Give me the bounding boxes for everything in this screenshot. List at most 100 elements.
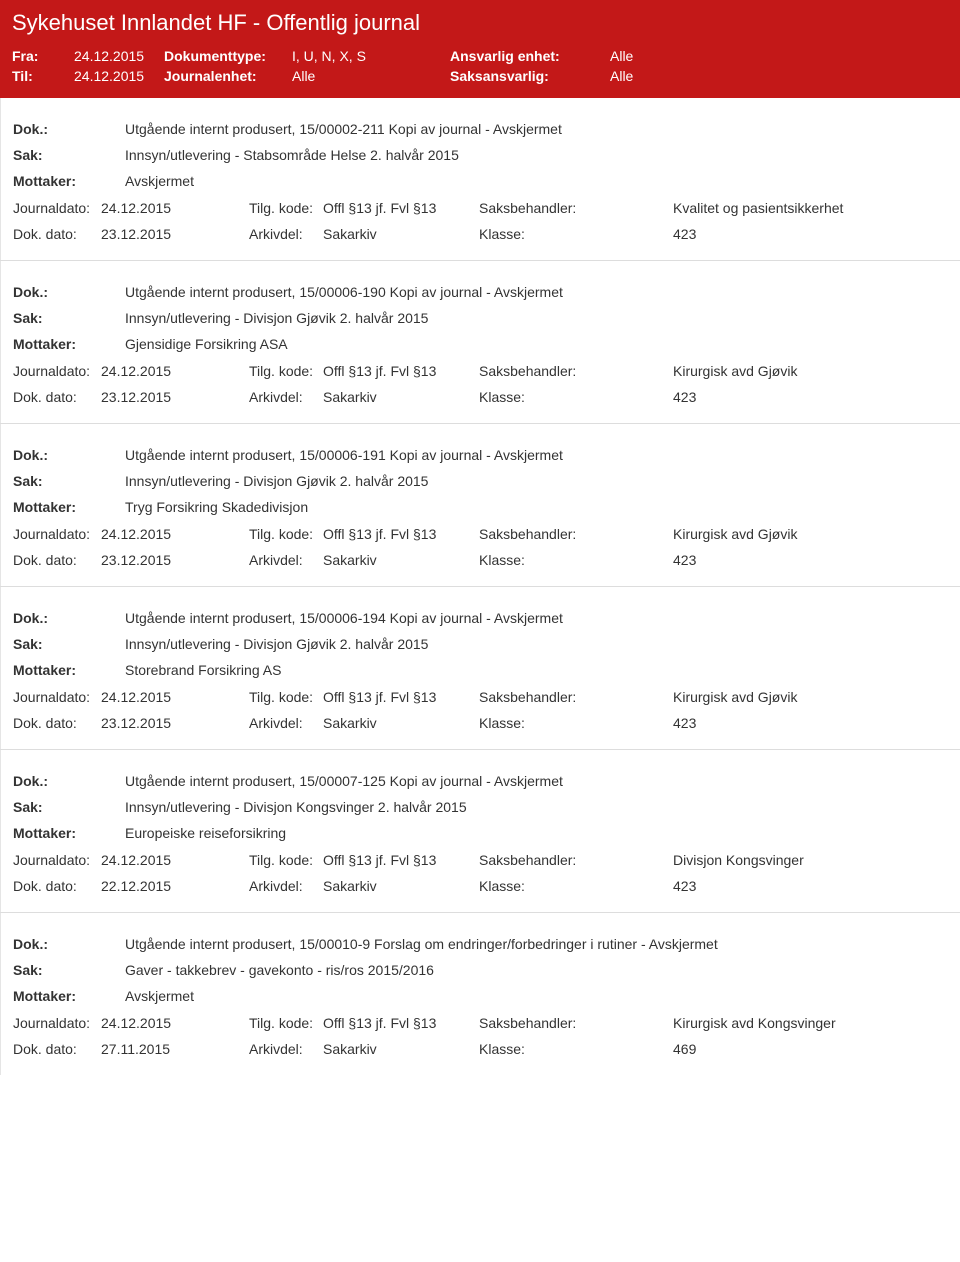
tilgkode-label: Tilg. kode: xyxy=(249,526,323,542)
filter-ansvarlig-label: Ansvarlig enhet: xyxy=(450,48,610,64)
entry-mottaker-value: Avskjermet xyxy=(125,988,194,1004)
dokdato-value: 23.12.2015 xyxy=(101,715,249,731)
saksbehandler-value: Kirurgisk avd Gjøvik xyxy=(673,363,797,379)
klasse-label: Klasse: xyxy=(479,715,593,731)
journaldato-label: Journaldato: xyxy=(13,200,101,216)
filter-doktype-label: Dokumenttype: xyxy=(164,48,292,64)
entry-mottaker-row: Mottaker: Avskjermet xyxy=(13,983,948,1009)
arkivdel-value: Sakarkiv xyxy=(323,1041,479,1057)
journaldato-label: Journaldato: xyxy=(13,689,101,705)
entry-mottaker-label: Mottaker: xyxy=(13,988,125,1004)
arkivdel-label: Arkivdel: xyxy=(249,715,323,731)
filter-fra-value: 24.12.2015 xyxy=(74,48,164,64)
dokdato-value: 23.12.2015 xyxy=(101,389,249,405)
entry-mottaker-row: Mottaker: Europeiske reiseforsikring xyxy=(13,820,948,846)
dokdato-label: Dok. dato: xyxy=(13,878,101,894)
entry-mottaker-label: Mottaker: xyxy=(13,173,125,189)
arkivdel-label: Arkivdel: xyxy=(249,1041,323,1057)
journaldato-label: Journaldato: xyxy=(13,1015,101,1031)
header-filter-row-2: Til: 24.12.2015 Journalenhet: Alle Saksa… xyxy=(12,66,948,86)
arkivdel-value: Sakarkiv xyxy=(323,226,479,242)
entry-mottaker-value: Europeiske reiseforsikring xyxy=(125,825,286,841)
entry-sak-row: Sak: Innsyn/utlevering - Divisjon Gjøvik… xyxy=(13,305,948,331)
klasse-label: Klasse: xyxy=(479,1041,593,1057)
tilgkode-label: Tilg. kode: xyxy=(249,852,323,868)
page-title: Sykehuset Innlandet HF - Offentlig journ… xyxy=(12,10,948,36)
journal-entry: Dok.: Utgående internt produsert, 15/000… xyxy=(0,587,960,749)
dokdato-label: Dok. dato: xyxy=(13,1041,101,1057)
entry-sak-value: Innsyn/utlevering - Divisjon Gjøvik 2. h… xyxy=(125,636,428,652)
journal-entry: Dok.: Utgående internt produsert, 15/000… xyxy=(0,261,960,423)
entry-sak-row: Sak: Innsyn/utlevering - Divisjon Gjøvik… xyxy=(13,468,948,494)
klasse-value: 423 xyxy=(673,389,696,405)
entry-mottaker-row: Mottaker: Tryg Forsikring Skadedivisjon xyxy=(13,494,948,520)
entry-sak-value: Innsyn/utlevering - Divisjon Gjøvik 2. h… xyxy=(125,310,428,326)
entry-meta-row-2: Dok. dato: 27.11.2015 Arkivdel: Sakarkiv… xyxy=(13,1035,948,1061)
arkivdel-label: Arkivdel: xyxy=(249,878,323,894)
page-header: Sykehuset Innlandet HF - Offentlig journ… xyxy=(0,0,960,98)
saksbehandler-value: Kvalitet og pasientsikkerhet xyxy=(673,200,843,216)
journal-entry: Dok.: Utgående internt produsert, 15/000… xyxy=(0,98,960,260)
arkivdel-label: Arkivdel: xyxy=(249,389,323,405)
entry-sak-label: Sak: xyxy=(13,962,125,978)
entry-dok-label: Dok.: xyxy=(13,610,125,626)
dokdato-label: Dok. dato: xyxy=(13,715,101,731)
klasse-label: Klasse: xyxy=(479,878,593,894)
journal-entry: Dok.: Utgående internt produsert, 15/000… xyxy=(0,750,960,912)
entry-dok-row: Dok.: Utgående internt produsert, 15/000… xyxy=(13,279,948,305)
journaldato-value: 24.12.2015 xyxy=(101,363,249,379)
entry-meta-row-2: Dok. dato: 23.12.2015 Arkivdel: Sakarkiv… xyxy=(13,383,948,409)
tilgkode-label: Tilg. kode: xyxy=(249,1015,323,1031)
entry-dok-label: Dok.: xyxy=(13,284,125,300)
entry-dok-value: Utgående internt produsert, 15/00006-190… xyxy=(125,284,563,300)
tilgkode-label: Tilg. kode: xyxy=(249,363,323,379)
dokdato-value: 27.11.2015 xyxy=(101,1041,249,1057)
entry-meta-row-2: Dok. dato: 23.12.2015 Arkivdel: Sakarkiv… xyxy=(13,546,948,572)
filter-fra-label: Fra: xyxy=(12,48,74,64)
entry-dok-row: Dok.: Utgående internt produsert, 15/000… xyxy=(13,931,948,957)
dokdato-value: 23.12.2015 xyxy=(101,226,249,242)
entry-dok-label: Dok.: xyxy=(13,121,125,137)
journaldato-value: 24.12.2015 xyxy=(101,526,249,542)
journaldato-label: Journaldato: xyxy=(13,852,101,868)
entry-dok-row: Dok.: Utgående internt produsert, 15/000… xyxy=(13,442,948,468)
klasse-value: 423 xyxy=(673,878,696,894)
entry-mottaker-value: Tryg Forsikring Skadedivisjon xyxy=(125,499,308,515)
saksbehandler-value: Kirurgisk avd Gjøvik xyxy=(673,689,797,705)
saksbehandler-value: Kirurgisk avd Gjøvik xyxy=(673,526,797,542)
entry-mottaker-label: Mottaker: xyxy=(13,825,125,841)
klasse-label: Klasse: xyxy=(479,226,593,242)
saksbehandler-label: Saksbehandler: xyxy=(479,363,593,379)
arkivdel-value: Sakarkiv xyxy=(323,715,479,731)
entry-mottaker-row: Mottaker: Avskjermet xyxy=(13,168,948,194)
entry-sak-label: Sak: xyxy=(13,799,125,815)
filter-ansvarlig-value: Alle xyxy=(610,48,633,64)
arkivdel-value: Sakarkiv xyxy=(323,552,479,568)
entry-sak-value: Gaver - takkebrev - gavekonto - ris/ros … xyxy=(125,962,434,978)
entry-sak-row: Sak: Innsyn/utlevering - Divisjon Kongsv… xyxy=(13,794,948,820)
entry-meta-row-1: Journaldato: 24.12.2015 Tilg. kode: Offl… xyxy=(13,1009,948,1035)
entry-meta-row-1: Journaldato: 24.12.2015 Tilg. kode: Offl… xyxy=(13,683,948,709)
entry-dok-value: Utgående internt produsert, 15/00006-191… xyxy=(125,447,563,463)
journaldato-label: Journaldato: xyxy=(13,363,101,379)
entry-sak-label: Sak: xyxy=(13,473,125,489)
entry-sak-value: Innsyn/utlevering - Divisjon Gjøvik 2. h… xyxy=(125,473,428,489)
journaldato-label: Journaldato: xyxy=(13,526,101,542)
header-filter-row-1: Fra: 24.12.2015 Dokumenttype: I, U, N, X… xyxy=(12,46,948,66)
entry-meta-row-1: Journaldato: 24.12.2015 Tilg. kode: Offl… xyxy=(13,194,948,220)
entry-dok-value: Utgående internt produsert, 15/00010-9 F… xyxy=(125,936,718,952)
entry-mottaker-value: Storebrand Forsikring AS xyxy=(125,662,281,678)
klasse-value: 469 xyxy=(673,1041,696,1057)
filter-til-label: Til: xyxy=(12,68,74,84)
entry-dok-value: Utgående internt produsert, 15/00007-125… xyxy=(125,773,563,789)
entry-dok-label: Dok.: xyxy=(13,936,125,952)
saksbehandler-value: Divisjon Kongsvinger xyxy=(673,852,804,868)
saksbehandler-label: Saksbehandler: xyxy=(479,200,593,216)
entry-sak-label: Sak: xyxy=(13,147,125,163)
entry-mottaker-value: Avskjermet xyxy=(125,173,194,189)
entry-mottaker-label: Mottaker: xyxy=(13,336,125,352)
entry-dok-row: Dok.: Utgående internt produsert, 15/000… xyxy=(13,116,948,142)
tilgkode-value: Offl §13 jf. Fvl §13 xyxy=(323,200,479,216)
journaldato-value: 24.12.2015 xyxy=(101,689,249,705)
tilgkode-label: Tilg. kode: xyxy=(249,200,323,216)
